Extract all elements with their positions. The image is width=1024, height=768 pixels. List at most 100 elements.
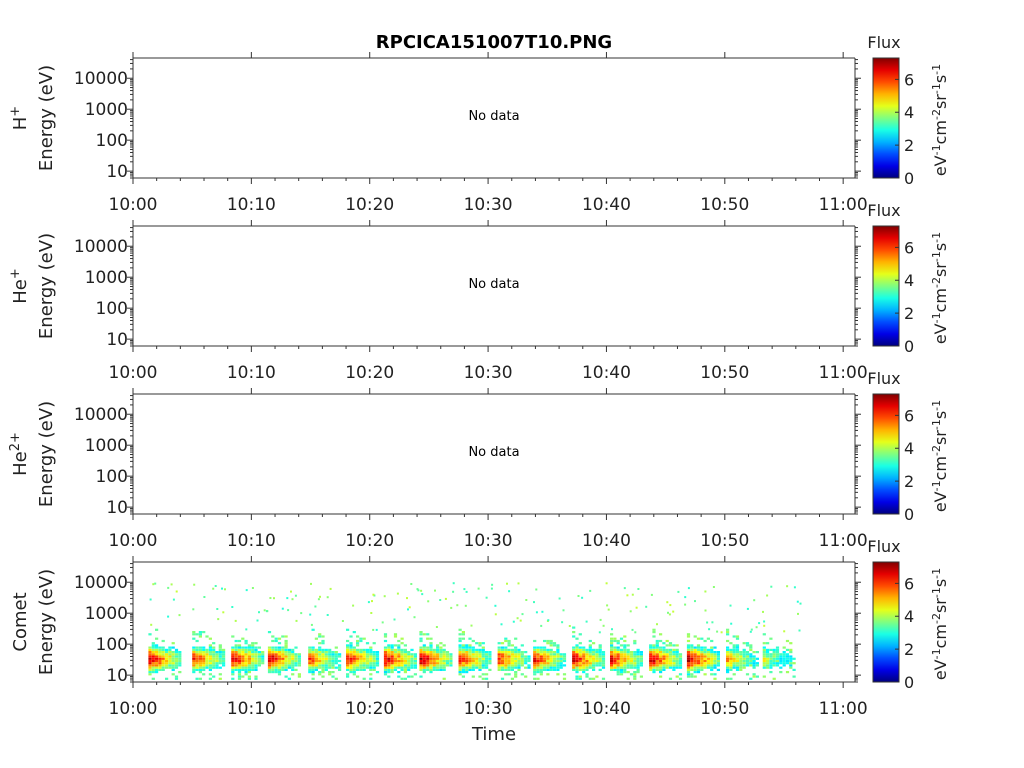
- flux-cell: [349, 642, 353, 645]
- flux-cell: [749, 657, 753, 660]
- flux-cell: [407, 664, 411, 667]
- flux-cell: [633, 671, 637, 674]
- flux-cell: [356, 635, 360, 638]
- flux-cell: [504, 639, 508, 643]
- flux-cell: [752, 657, 756, 660]
- flux-cell: [247, 657, 251, 660]
- flux-cell: [369, 666, 373, 669]
- flux-cell: [331, 653, 335, 656]
- flux-cell: [222, 659, 226, 663]
- flux-cell: [456, 604, 459, 607]
- flux-cell: [352, 653, 356, 656]
- flux-cell: [668, 613, 671, 616]
- flux-cell: [158, 646, 162, 649]
- flux-cell: [284, 675, 288, 678]
- flux-cell: [500, 664, 505, 667]
- flux-cell: [216, 608, 219, 610]
- flux-cell: [338, 668, 342, 671]
- flux-cell: [257, 662, 261, 665]
- flux-cell: [678, 655, 683, 658]
- flux-cell: [713, 659, 717, 663]
- x-tick-label: 10:10: [227, 699, 276, 719]
- flux-cell: [507, 655, 511, 658]
- flux-cell: [215, 657, 219, 660]
- flux-cell: [349, 657, 353, 660]
- flux-cell: [267, 668, 272, 671]
- flux-cell: [616, 648, 620, 651]
- flux-cell: [659, 655, 663, 658]
- flux-cell: [633, 659, 637, 663]
- flux-cell: [549, 653, 553, 656]
- flux-cell: [461, 671, 465, 674]
- flux-cell: [277, 666, 282, 669]
- flux-cell: [277, 648, 282, 651]
- flux-cell: [742, 664, 746, 667]
- flux-cell: [546, 666, 550, 669]
- flux-cell: [254, 675, 258, 678]
- flux-cell: [419, 664, 423, 667]
- flux-cell: [198, 659, 202, 663]
- flux-cell: [267, 648, 272, 651]
- flux-cell: [713, 655, 717, 658]
- flux-cell: [356, 653, 360, 656]
- flux-cell: [546, 639, 550, 643]
- flux-cell: [690, 646, 694, 649]
- flux-cell: [507, 642, 511, 645]
- colorbar-bar: [872, 561, 900, 683]
- flux-cell: [241, 653, 245, 656]
- flux-cell: [610, 642, 614, 645]
- flux-cell: [668, 662, 673, 665]
- flux-cell: [271, 662, 275, 665]
- flux-cell: [668, 664, 673, 667]
- flux-cell: [623, 668, 627, 671]
- flux-cell: [397, 639, 401, 643]
- flux-cell: [261, 659, 265, 663]
- flux-cell: [245, 589, 248, 592]
- flux-cell: [413, 664, 417, 667]
- colorbar-tick-label: 6: [904, 574, 914, 593]
- flux-cell: [588, 666, 592, 669]
- flux-cell: [346, 675, 350, 678]
- flux-cell: [504, 673, 508, 676]
- flux-cell: [543, 655, 547, 658]
- flux-cell: [410, 648, 414, 651]
- flux-cell: [546, 668, 550, 671]
- flux-cell: [613, 648, 617, 651]
- flux-cell: [639, 655, 643, 658]
- flux-cell: [475, 653, 479, 656]
- flux-cell: [649, 648, 653, 651]
- flux-cell: [178, 659, 182, 663]
- flux-cell: [703, 657, 707, 660]
- flux-cell: [543, 639, 547, 643]
- flux-cell: [735, 644, 740, 647]
- flux-cell: [372, 659, 376, 663]
- flux-cell: [693, 664, 697, 667]
- flux-cell: [629, 664, 634, 667]
- flux-cell: [334, 662, 338, 665]
- flux-cell: [192, 646, 196, 649]
- flux-cell: [314, 637, 318, 640]
- flux-cell: [442, 657, 446, 660]
- flux-cell: [575, 644, 579, 647]
- flux-cell: [739, 657, 743, 660]
- flux-cell: [403, 662, 407, 665]
- flux-cell: [372, 628, 375, 631]
- flux-cell: [212, 587, 215, 590]
- flux-cell: [341, 620, 344, 622]
- flux-cell: [562, 657, 567, 660]
- flux-cell: [442, 664, 446, 667]
- flux-cell: [686, 635, 691, 638]
- flux-cell: [161, 648, 165, 651]
- flux-cell: [703, 673, 707, 676]
- flux-cell: [585, 648, 589, 651]
- flux-cell: [372, 664, 376, 667]
- no-data-label: No data: [468, 445, 519, 460]
- flux-cell: [659, 653, 663, 656]
- flux-cell: [652, 646, 656, 649]
- flux-cell: [703, 648, 707, 651]
- flux-cell: [359, 662, 363, 665]
- flux-cell: [578, 646, 582, 649]
- flux-cell: [533, 657, 537, 660]
- flux-cell: [387, 644, 391, 647]
